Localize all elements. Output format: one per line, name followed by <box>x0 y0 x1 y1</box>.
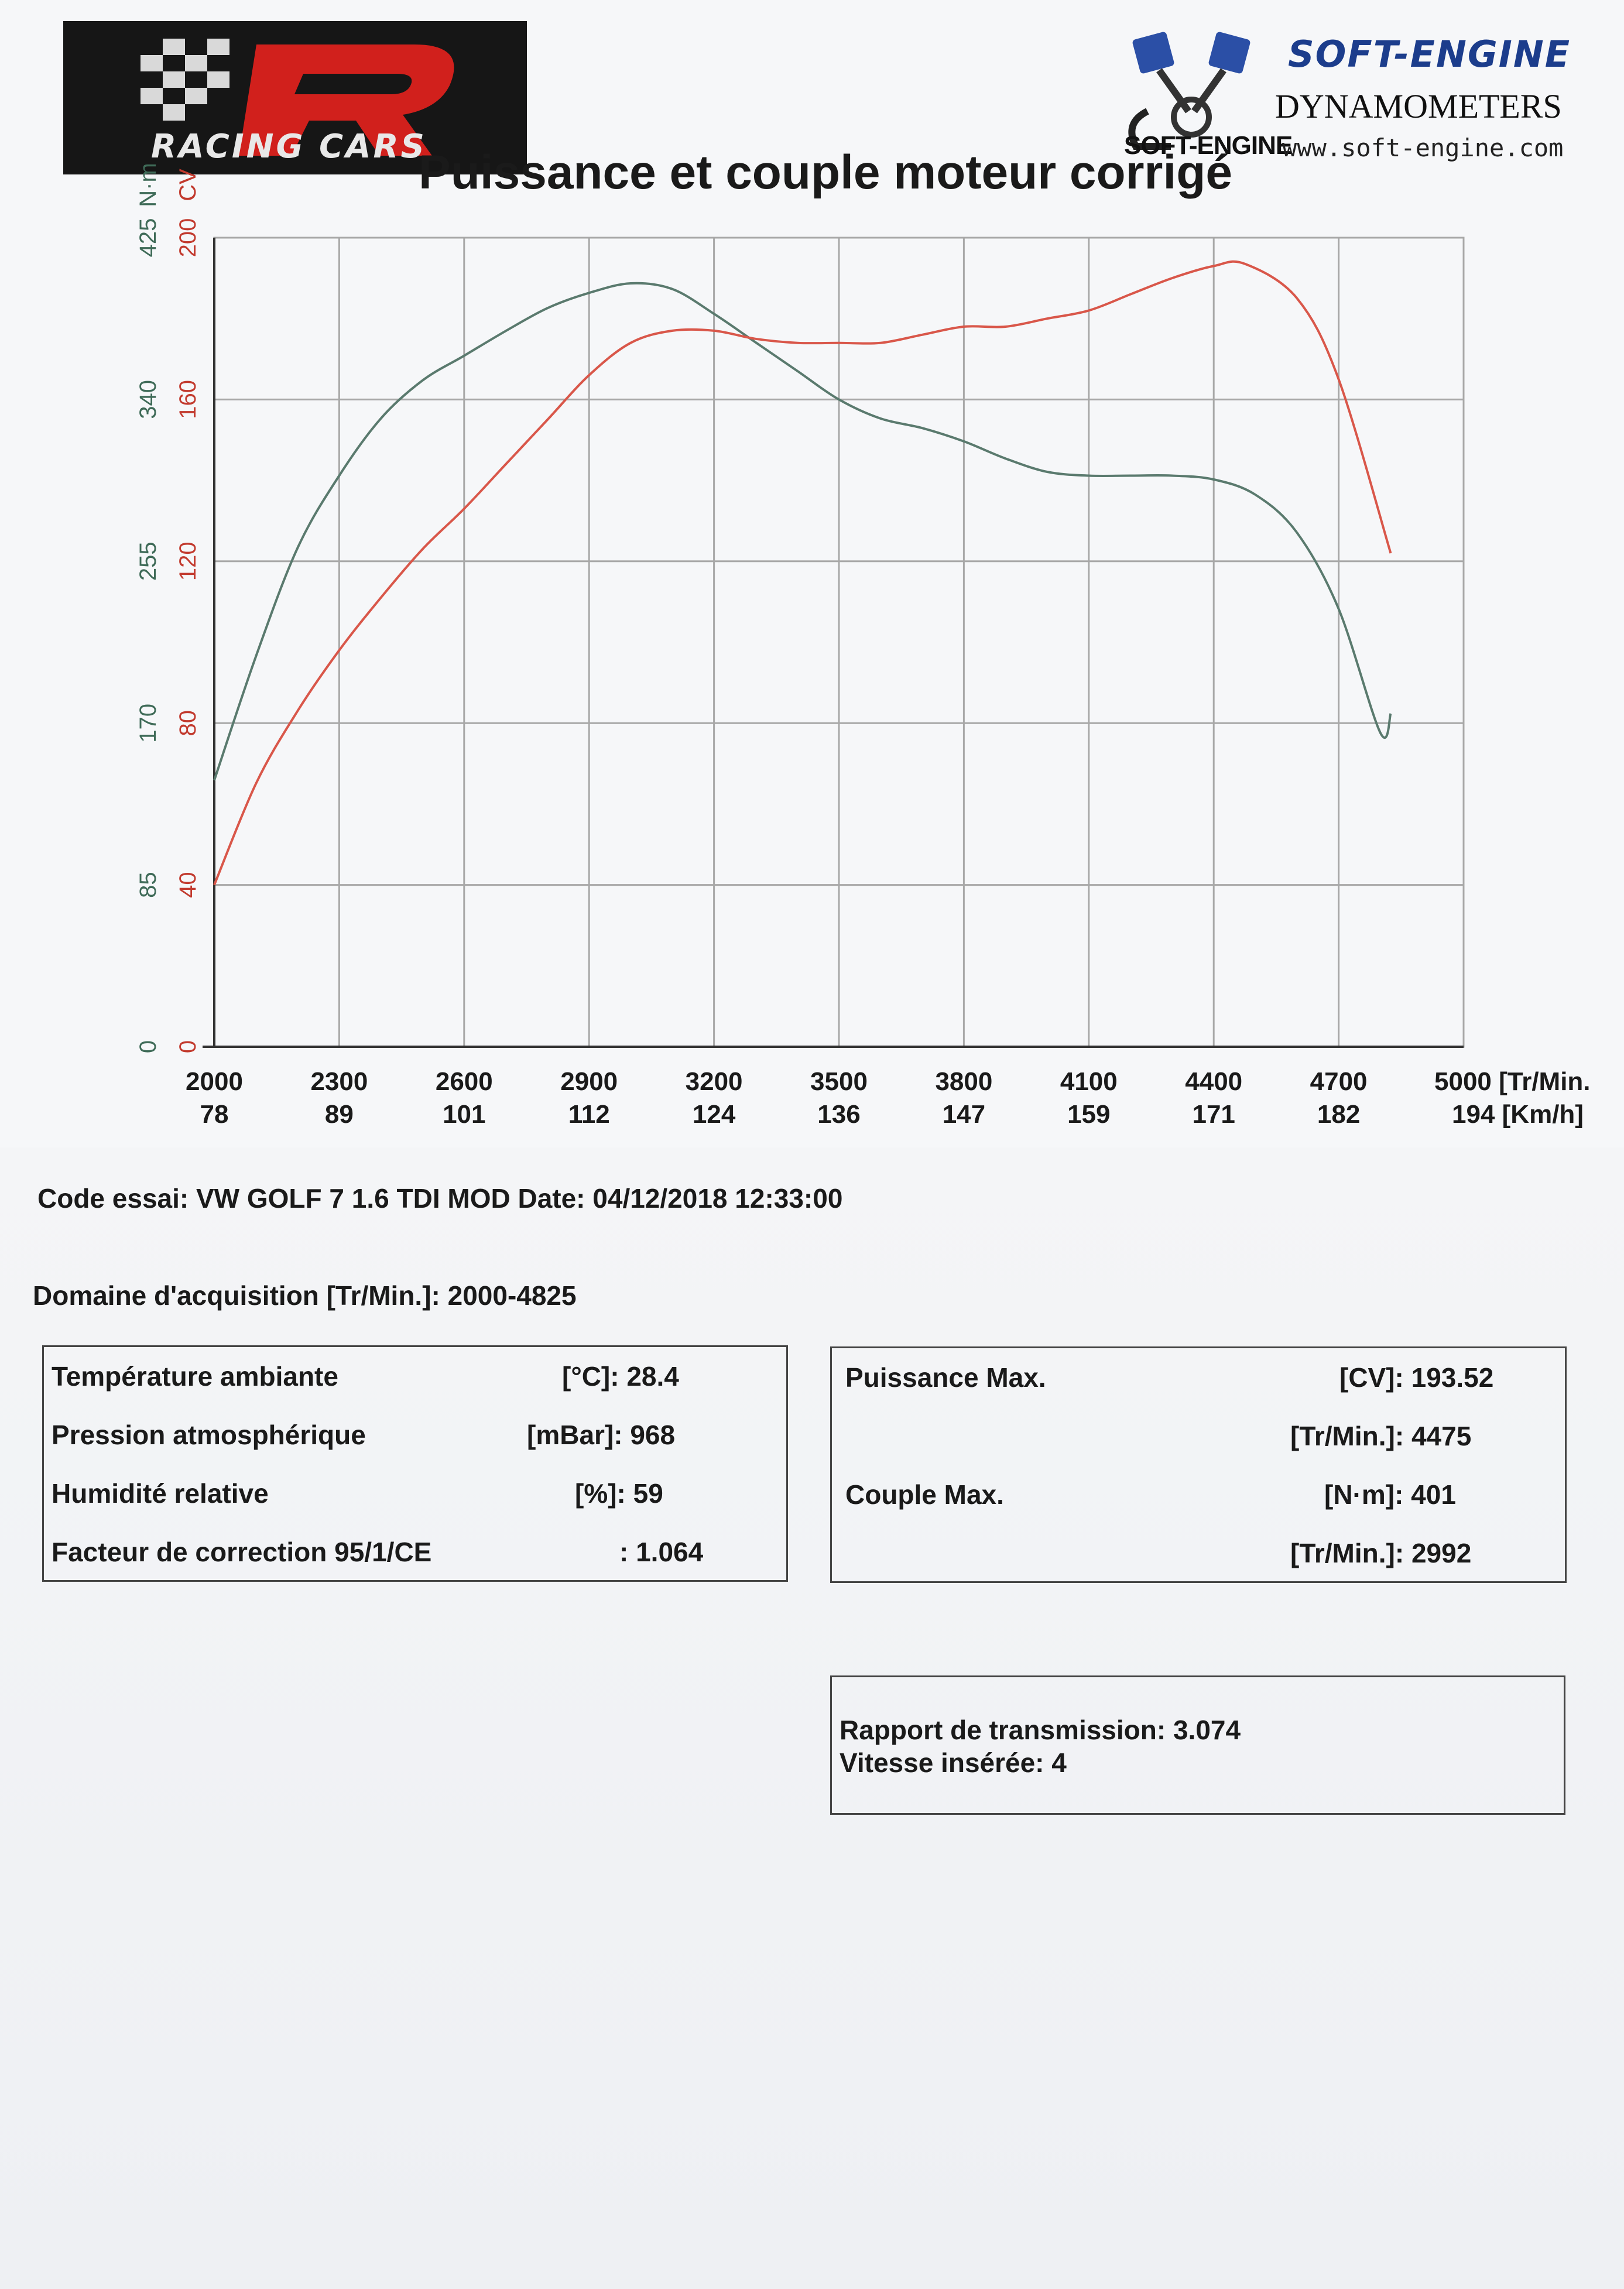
logo-emblem-text: SOFT-ENGINE <box>1124 131 1293 160</box>
y-tick-power: 160 <box>175 380 201 419</box>
logo-url: www.soft-engine.com <box>1282 133 1564 162</box>
x-tick-rpm: 5000 [Tr/Min. <box>1434 1067 1591 1096</box>
result-value: [Tr/Min.]: 2992 <box>1290 1538 1472 1568</box>
x-tick-speed: 101 <box>443 1100 485 1129</box>
x-tick-rpm: 2600 <box>436 1067 493 1096</box>
x-tick-speed: 78 <box>200 1100 229 1129</box>
x-tick-rpm: 2900 <box>560 1067 618 1096</box>
y-tick-torque: 340 <box>135 380 161 419</box>
code-essai: Code essai: VW GOLF 7 1.6 TDI MOD Date: … <box>37 1183 843 1214</box>
racing-cars-logo: RACING CARS <box>63 21 527 174</box>
result-value: [N·m]: 401 <box>1324 1479 1456 1510</box>
condition-value: [%]: 59 <box>575 1478 663 1509</box>
x-tick-rpm: 3800 <box>935 1067 992 1096</box>
gear-inserted: Vitesse insérée: 4 <box>840 1747 1067 1778</box>
y-tick-power: 80 <box>175 710 201 736</box>
conditions-box <box>42 1345 788 1582</box>
y-tick-torque: 0 <box>135 1040 161 1053</box>
chart-title: Puissance et couple moteur corrigé <box>419 146 1232 199</box>
x-tick-speed: 194 [Km/h] <box>1452 1100 1584 1129</box>
logo-left-text: RACING CARS <box>151 128 427 166</box>
checkered-flag-icon <box>141 39 454 156</box>
results-box <box>830 1346 1567 1583</box>
y-unit-torque: N·m <box>135 163 161 207</box>
x-tick-rpm: 3200 <box>686 1067 743 1096</box>
transmission-ratio: Rapport de transmission: 3.074 <box>840 1715 1241 1745</box>
x-tick-speed: 171 <box>1192 1100 1235 1129</box>
logo-brand: SOFT-ENGINE <box>1288 33 1571 76</box>
x-tick-rpm: 2000 <box>186 1067 243 1096</box>
transmission-box <box>830 1675 1565 1815</box>
y-tick-torque: 170 <box>135 704 161 743</box>
x-tick-speed: 136 <box>817 1100 860 1129</box>
y-tick-torque: 85 <box>135 872 161 898</box>
y-tick-power: 200 <box>175 218 201 258</box>
condition-label: Humidité relative <box>52 1478 269 1509</box>
condition-value: [°C]: 28.4 <box>562 1361 679 1392</box>
x-tick-speed: 89 <box>325 1100 354 1129</box>
x-tick-rpm: 4700 <box>1310 1067 1368 1096</box>
y-tick-torque: 425 <box>135 218 161 258</box>
x-tick-rpm: 2300 <box>310 1067 368 1096</box>
power-curve <box>213 260 1392 886</box>
y-tick-power: 40 <box>175 872 201 898</box>
condition-value: : 1.064 <box>619 1537 704 1567</box>
condition-value: [mBar]: 968 <box>527 1420 676 1450</box>
chart-sheet <box>0 0 1624 1147</box>
y-unit-power: CV <box>175 169 201 201</box>
dyno-chart: 0 85 170 255 340 425 0 40 80 120 160 200 N·m CV 2000 23… <box>135 163 1591 1129</box>
torque-curve <box>213 282 1392 781</box>
y-tick-power: 120 <box>175 542 201 581</box>
result-label: Couple Max. <box>845 1479 1004 1510</box>
x-tick-speed: 182 <box>1317 1100 1360 1129</box>
piston-icon <box>1128 32 1250 150</box>
x-tick-rpm: 4400 <box>1185 1067 1242 1096</box>
report-sheet <box>0 1147 1624 2289</box>
result-value: [Tr/Min.]: 4475 <box>1290 1421 1472 1451</box>
y-tick-torque: 255 <box>135 542 161 581</box>
y-tick-power: 0 <box>175 1040 201 1053</box>
result-value: [CV]: 193.52 <box>1339 1362 1494 1393</box>
x-tick-speed: 124 <box>693 1100 736 1129</box>
x-tick-speed: 147 <box>943 1100 985 1129</box>
x-tick-speed: 112 <box>568 1100 610 1129</box>
domaine-acquisition: Domaine d'acquisition [Tr/Min.]: 2000-48… <box>33 1280 577 1311</box>
soft-engine-logo: SOFT-ENGINE SOFT-ENGINE DYNAMOMETERS www… <box>1101 23 1592 170</box>
condition-label: Température ambiante <box>52 1361 338 1392</box>
x-tick-rpm: 3500 <box>810 1067 868 1096</box>
logo-subtitle: DYNAMOMETERS <box>1275 87 1562 125</box>
x-tick-speed: 159 <box>1067 1100 1110 1129</box>
condition-label: Facteur de correction 95/1/CE <box>52 1537 432 1567</box>
result-label: Puissance Max. <box>845 1362 1046 1393</box>
x-tick-rpm: 4100 <box>1060 1067 1118 1096</box>
condition-label: Pression atmosphérique <box>52 1420 366 1450</box>
